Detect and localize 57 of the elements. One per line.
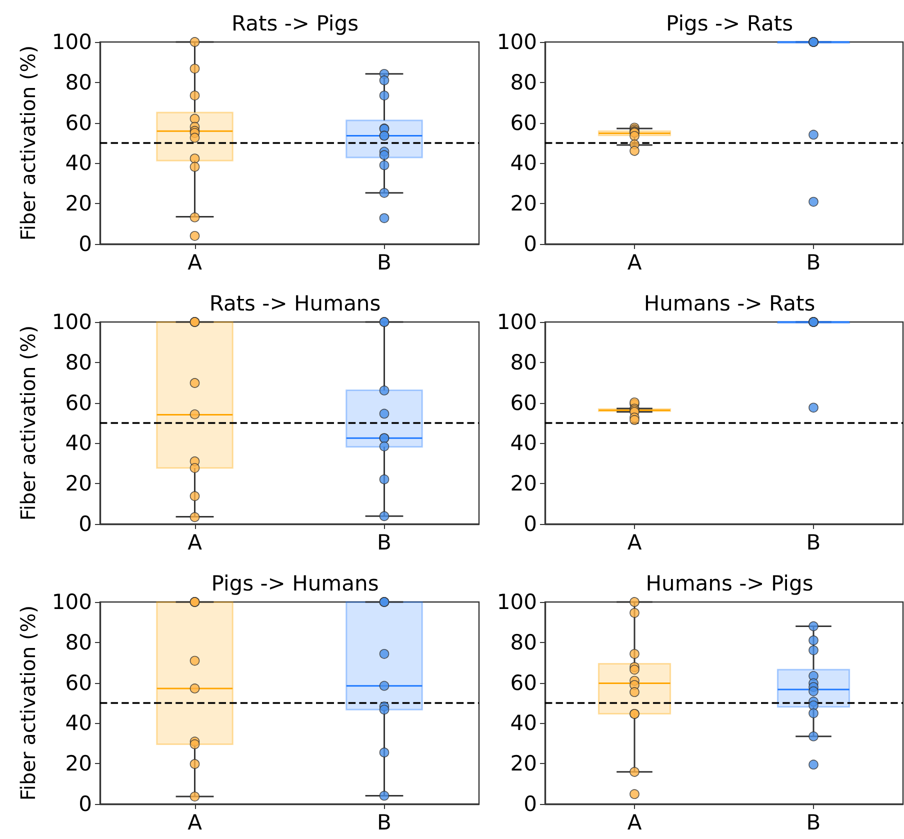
x-tick-label: B	[377, 250, 392, 274]
y-tick-label: 80	[510, 350, 537, 374]
x-tick-label: A	[627, 250, 642, 274]
y-tick-label: 0	[524, 792, 537, 816]
y-tick-label: 60	[510, 110, 537, 135]
chart-title: Rats -> Humans	[209, 292, 381, 316]
y-tick-label: 20	[510, 472, 537, 496]
y-tick-label: 80	[65, 630, 92, 654]
y-tick-label: 80	[65, 350, 92, 374]
y-tick-label: 100	[52, 590, 92, 614]
y-tick-label: 20	[65, 472, 92, 496]
y-tick-label: 60	[510, 390, 537, 415]
x-tick-label: B	[377, 810, 392, 834]
y-tick-label: 80	[510, 70, 537, 94]
y-tick-label: 60	[65, 390, 92, 415]
y-tick-label: 100	[496, 310, 537, 334]
y-axis-title: Fiber activation (%)	[16, 605, 40, 801]
y-tick-label: 80	[65, 70, 92, 94]
y-tick-label: 0	[78, 232, 92, 256]
y-tick-label: 0	[524, 232, 537, 256]
y-tick-label: 0	[524, 512, 537, 536]
chart-title: Rats -> Pigs	[231, 12, 359, 36]
x-tick-label: B	[806, 810, 821, 834]
y-tick-label: 80	[510, 630, 537, 654]
y-tick-label: 40	[65, 431, 92, 456]
y-axis-title: Fiber activation (%)	[16, 325, 40, 521]
y-tick-label: 20	[65, 752, 92, 776]
x-tick-label: B	[806, 530, 821, 554]
y-tick-label: 20	[510, 752, 537, 776]
y-tick-label: 100	[496, 30, 537, 54]
x-tick-label: A	[188, 530, 203, 554]
x-tick-label: B	[377, 530, 392, 554]
y-tick-label: 60	[65, 110, 92, 135]
y-tick-label: 20	[510, 192, 537, 216]
x-tick-label: A	[627, 810, 642, 834]
y-tick-label: 40	[510, 431, 537, 456]
y-tick-label: 100	[52, 310, 92, 334]
y-tick-label: 60	[510, 670, 537, 695]
y-tick-label: 100	[496, 590, 537, 614]
y-tick-label: 40	[65, 151, 92, 176]
x-tick-label: A	[188, 250, 203, 274]
chart-title: Pigs -> Humans	[211, 572, 379, 596]
x-tick-label: A	[627, 530, 642, 554]
y-tick-label: 100	[52, 30, 92, 54]
y-tick-label: 40	[510, 151, 537, 176]
y-tick-label: 20	[65, 192, 92, 216]
x-tick-label: B	[806, 250, 821, 274]
y-axis-title: Fiber activation (%)	[16, 45, 40, 241]
y-tick-label: 0	[78, 512, 92, 536]
chart-title: Humans -> Rats	[644, 292, 816, 316]
y-tick-label: 40	[510, 711, 537, 736]
y-tick-label: 60	[65, 670, 92, 695]
x-tick-label: A	[188, 810, 203, 834]
chart-title: Pigs -> Rats	[666, 12, 794, 36]
chart-title: Humans -> Pigs	[646, 572, 814, 596]
y-tick-label: 40	[65, 711, 92, 736]
y-tick-label: 0	[78, 792, 92, 816]
